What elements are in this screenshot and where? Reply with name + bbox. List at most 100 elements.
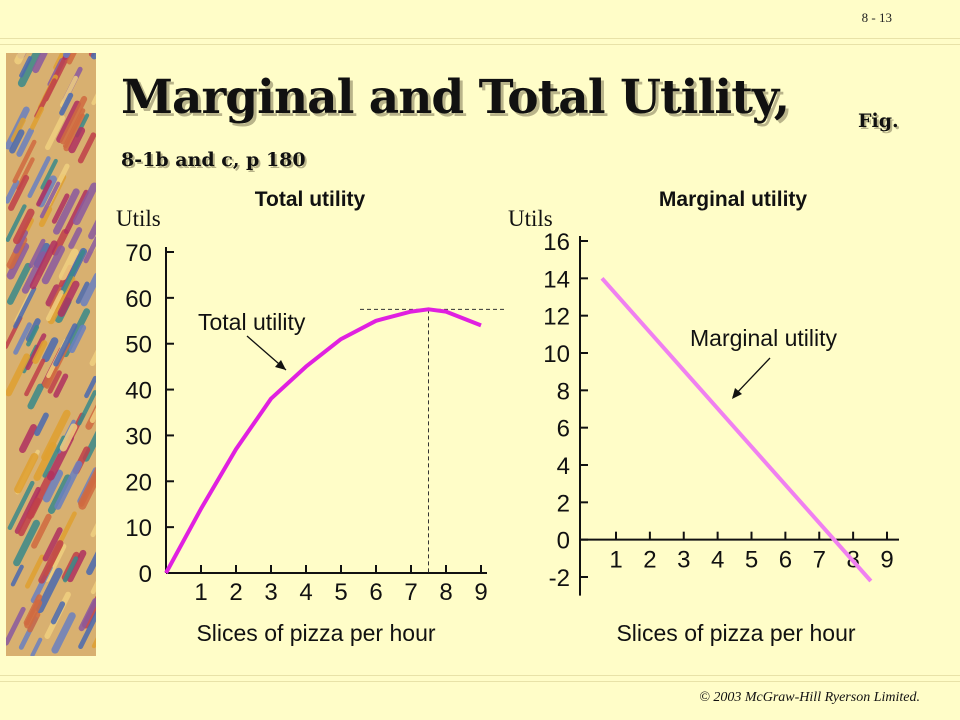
brush-stroke (32, 53, 48, 74)
brush-stroke (53, 188, 80, 235)
brush-stroke (78, 598, 96, 632)
brush-stroke (66, 53, 77, 65)
brush-stroke (84, 375, 96, 399)
brush-stroke (90, 580, 96, 595)
brush-stroke (42, 337, 59, 363)
total-utility-x-label: Slices of pizza per hour (196, 620, 435, 646)
copyright-footer: © 2003 McGraw-Hill Ryerson Limited. (699, 690, 920, 705)
brush-stroke (45, 290, 64, 322)
brush-stroke (77, 390, 96, 426)
marginal-utility-x-tick-label: 4 (711, 547, 724, 574)
total-utility-annotation-arrowhead (275, 360, 286, 370)
brush-stroke (59, 92, 74, 116)
marginal-utility-y-tick-label: 4 (557, 453, 570, 480)
marginal-utility-x-tick-label: 5 (745, 547, 758, 574)
brush-stroke (86, 551, 96, 576)
brush-stroke (29, 240, 58, 290)
brush-stroke (58, 248, 79, 281)
marginal-utility-y-tick-label: -2 (549, 565, 570, 592)
brush-stroke (53, 323, 78, 367)
total-utility-y-tick-label: 40 (125, 378, 152, 405)
brush-stroke (62, 556, 79, 583)
marginal-utility-x-tick-label: 2 (643, 547, 656, 574)
brush-stroke (59, 423, 78, 452)
total-utility-curve (164, 307, 482, 574)
brush-stroke (14, 486, 41, 534)
brush-stroke (47, 370, 62, 394)
brush-stroke (32, 340, 48, 364)
marginal-utility-chart-title: Marginal utility (659, 188, 808, 211)
slide-title: Marginal and Total Utility, (121, 70, 790, 125)
brush-stroke (30, 106, 44, 130)
brush-stroke (28, 238, 46, 268)
total-utility-x-tick-label: 8 (439, 579, 452, 606)
brush-stroke (89, 407, 96, 424)
brush-stroke (45, 284, 61, 307)
total-utility-x-tick-label: 2 (229, 579, 242, 606)
brush-stroke (88, 219, 96, 240)
brush-stroke (77, 132, 96, 164)
brush-stroke (83, 236, 96, 264)
brush-stroke (6, 353, 31, 397)
brush-stroke (12, 208, 35, 245)
brush-stroke (27, 611, 41, 633)
total-utility-x-tick-label: 5 (334, 579, 347, 606)
brush-stroke (54, 460, 83, 510)
brush-stroke (91, 637, 96, 649)
brush-stroke (34, 412, 49, 437)
brush-stroke (14, 452, 39, 494)
total-utility-x-tick-label: 1 (194, 579, 207, 606)
brush-stroke (33, 441, 57, 481)
marginal-utility-line (600, 277, 873, 583)
total-utility-x-tick-label: 9 (474, 579, 487, 606)
brush-stroke (6, 242, 30, 280)
total-utility-y-tick-label: 20 (125, 469, 152, 496)
brush-stroke (21, 251, 47, 294)
brush-stroke (13, 229, 28, 254)
brush-stroke (62, 108, 86, 149)
brush-stroke (27, 156, 51, 198)
brush-stroke (57, 280, 80, 317)
marginal-utility-y-label: Utils (508, 206, 553, 231)
marginal-utility-annotation: Marginal utility (690, 325, 837, 351)
brush-stroke (75, 281, 90, 304)
brush-stroke (42, 469, 64, 503)
brush-stroke (25, 554, 45, 589)
marginal-utility-y-tick-label: 8 (557, 378, 570, 405)
brush-stroke (10, 117, 26, 143)
total-utility-chart-title: Total utility (255, 188, 366, 211)
total-utility-x-tick-label: 6 (369, 579, 382, 606)
brush-stroke (50, 601, 66, 625)
brush-stroke (68, 126, 86, 154)
slide-title-reference: 8-1b and c, p 180 (121, 149, 306, 171)
brush-stroke (40, 158, 58, 190)
brush-stroke (51, 612, 76, 654)
marginal-utility-annotation-arrow (732, 357, 771, 398)
brush-stroke (47, 474, 72, 514)
marginal-utility-x-tick-label: 7 (813, 547, 826, 574)
total-utility-x-tick-label: 4 (299, 579, 312, 606)
brush-stroke (72, 182, 96, 226)
marginal-utility-x-tick-label: 1 (609, 547, 622, 574)
brush-stroke (47, 275, 76, 325)
brush-stroke (89, 349, 96, 366)
brush-stroke (31, 513, 52, 549)
brush-stroke (13, 322, 32, 355)
brush-stroke (30, 637, 43, 656)
brush-stroke (8, 174, 30, 211)
brush-stroke (27, 383, 44, 410)
brush-stroke (14, 53, 27, 65)
brush-stroke (12, 139, 37, 184)
brush-stroke (51, 193, 70, 224)
page-number: 8 - 13 (861, 10, 892, 25)
total-utility-y-label: Utils (116, 206, 161, 231)
brush-stroke (18, 497, 41, 537)
marginal-utility-y-tick-label: 12 (543, 304, 570, 331)
brush-stroke (17, 53, 42, 88)
bottom-rule (0, 675, 960, 676)
slide-title-fig: Fig. (858, 110, 899, 132)
total-utility-y-tick-label: 10 (125, 515, 152, 542)
total-utility-y-tick-label: 50 (125, 332, 152, 359)
brush-stroke (41, 245, 65, 285)
